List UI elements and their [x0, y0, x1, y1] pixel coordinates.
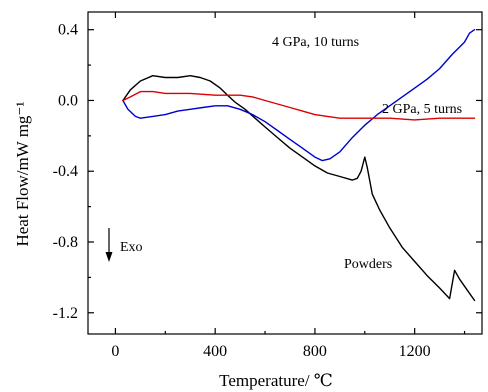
- x-axis-title: Temperature/ ℃: [219, 371, 333, 390]
- annotation-4gpa-10-turns: 4 GPa, 10 turns: [272, 35, 359, 50]
- y-axis-title: Heat Flow/mW mg⁻¹: [13, 101, 32, 246]
- y-tick-label: -1.2: [53, 305, 78, 322]
- y-tick-label: -0.8: [53, 234, 78, 251]
- x-tick-label: 1200: [399, 343, 431, 360]
- exo-arrow-icon: [105, 228, 113, 262]
- y-tick-label: 0.4: [58, 22, 78, 39]
- annotation-2gpa-5-turns: 2 GPa, 5 turns: [382, 102, 462, 117]
- x-tick-labels: 0 400 800 1200: [111, 343, 430, 360]
- y-tick-labels: 0.4 0.0 -0.4 -0.8 -1.2: [53, 22, 78, 322]
- axis-ticks: [88, 12, 482, 334]
- x-tick-label: 400: [203, 343, 227, 360]
- y-tick-label: 0.0: [58, 92, 78, 109]
- x-tick-label: 0: [111, 343, 119, 360]
- annotation-powders: Powders: [344, 257, 392, 272]
- series-line-2-gpa-5-turns: [122, 90, 476, 121]
- series-line-powders: [122, 75, 476, 302]
- annotation-exo: Exo: [120, 240, 143, 255]
- x-tick-label: 800: [303, 343, 327, 360]
- plot-frame: [87, 11, 483, 335]
- y-tick-label: -0.4: [53, 163, 78, 180]
- series-line-4-gpa-10-turns: [122, 29, 476, 162]
- series-layer: [122, 29, 476, 302]
